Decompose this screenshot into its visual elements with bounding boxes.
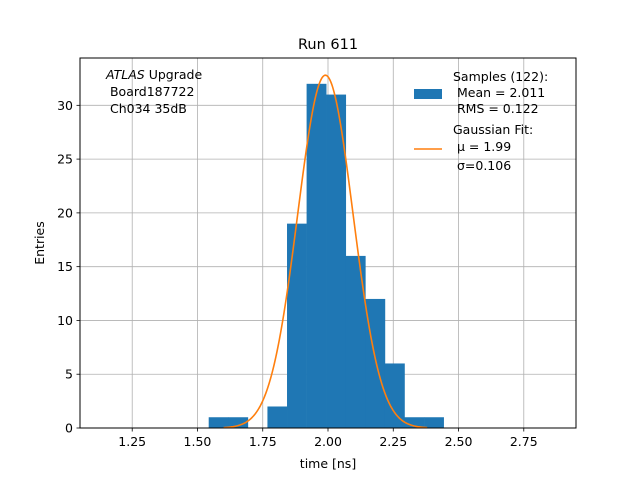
legend: Samples (122): Mean = 2.011 RMS = 0.122 … [414,69,548,173]
x-tick-label: 2.25 [379,434,407,449]
histogram-bar [404,417,425,428]
gaussian-fit-curve [223,74,428,429]
x-tick-label: 1.75 [249,434,277,449]
x-axis-ticks: 1.25 1.50 1.75 2.00 2.25 2.50 2.75 [118,428,538,449]
legend-fit-line-2: μ = 1.99 [453,139,511,154]
y-tick-label: 5 [65,367,73,382]
y-tick-label: 25 [57,152,73,167]
y-tick-label: 20 [57,205,73,220]
x-tick-label: 2.75 [510,434,538,449]
histogram-bars [208,83,444,429]
legend-samples-line-3: RMS = 0.122 [453,101,539,116]
y-tick-label: 15 [57,259,73,274]
x-tick-label: 2.00 [314,434,342,449]
histogram-bar [228,417,249,428]
gaussian-fit-line [223,74,428,429]
chart-title: Run 611 [298,37,358,53]
y-axis-label: Entries [32,221,47,265]
histogram-bar [345,255,366,428]
x-tick-label: 1.25 [118,434,146,449]
y-tick-label: 30 [57,98,73,113]
histogram-bar [384,363,405,428]
x-tick-label: 1.50 [184,434,212,449]
histogram-bar [326,94,347,429]
legend-samples-line-2: Mean = 2.011 [453,85,545,100]
histogram-bar [208,417,229,428]
y-tick-label: 10 [57,313,73,328]
annotation-line-1: ATLAS Upgrade [105,67,202,82]
histogram-bar [424,417,444,428]
atlas-annotation: ATLAS Upgrade Board187722 Ch034 35dB [105,67,202,116]
x-tick-label: 2.50 [445,434,473,449]
y-tick-label: 0 [65,421,73,436]
histogram-bar [267,406,288,428]
histogram-bar [306,83,327,428]
x-axis-label: time [ns] [300,456,356,471]
annotation-line-2: Board187722 [106,84,194,99]
histogram-bar [287,223,307,428]
annotation-atlas-italic: ATLAS [105,67,145,82]
y-axis-ticks: 0 5 10 15 20 25 30 [57,98,80,436]
annotation-upgrade-text: Upgrade [145,67,203,82]
legend-samples-swatch [414,89,442,99]
legend-samples-line-1: Samples (122): [453,69,548,84]
annotation-line-3: Ch034 35dB [106,101,187,116]
legend-fit-line-3: σ=0.106 [453,158,511,173]
legend-fit-line-1: Gaussian Fit: [453,122,533,137]
